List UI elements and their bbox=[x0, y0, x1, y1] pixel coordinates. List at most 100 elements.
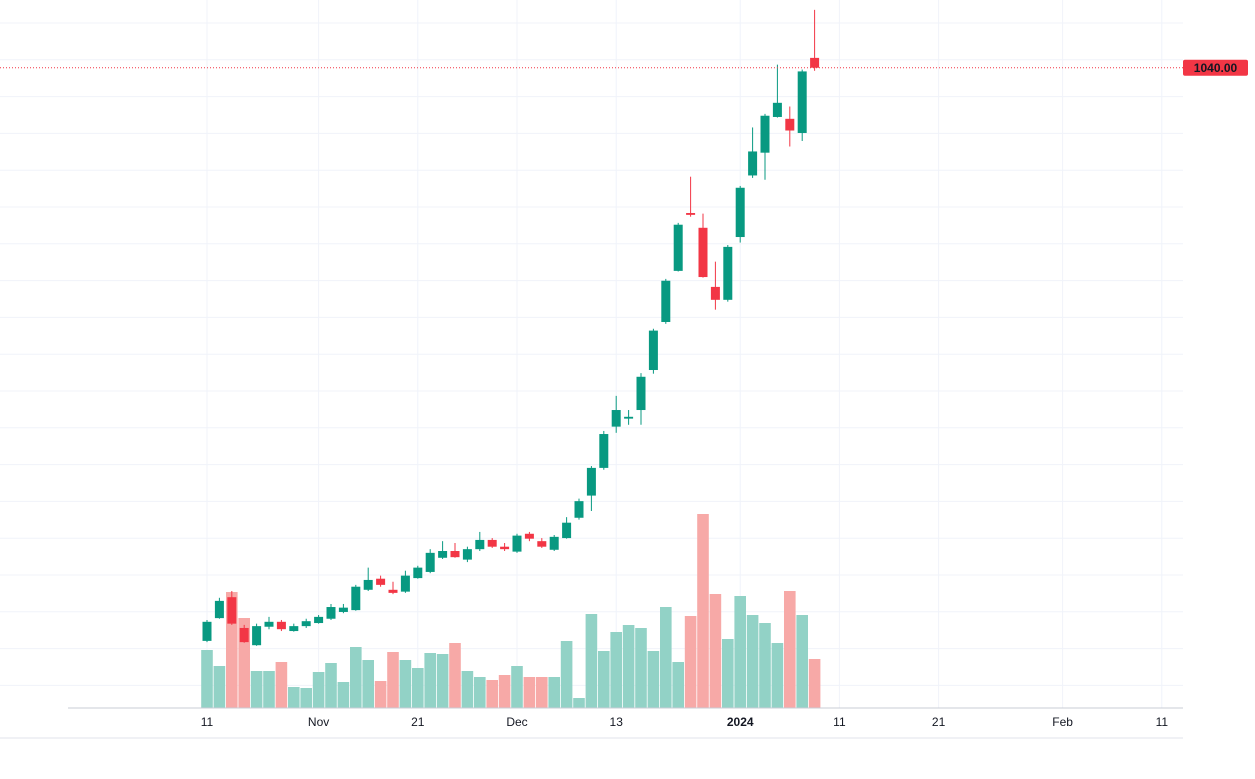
volume-bar bbox=[622, 625, 635, 708]
volume-bar bbox=[511, 666, 523, 708]
volume-bar bbox=[424, 653, 436, 708]
volume-bar bbox=[709, 594, 722, 708]
candle-body bbox=[636, 376, 646, 411]
volume-bar bbox=[461, 671, 474, 708]
candle-body bbox=[400, 575, 410, 592]
candle-body bbox=[710, 286, 720, 300]
x-tick-label: 11 bbox=[201, 715, 214, 729]
candle-body bbox=[450, 551, 460, 558]
x-tick-label: 21 bbox=[411, 715, 425, 729]
volume-bar bbox=[573, 698, 585, 708]
candle-body bbox=[276, 621, 286, 630]
candle-body bbox=[760, 115, 770, 153]
candle-body bbox=[574, 501, 584, 518]
volume-bar bbox=[536, 677, 548, 708]
volume-bar bbox=[288, 687, 300, 708]
volume-bar bbox=[436, 654, 449, 708]
candle-body bbox=[537, 541, 547, 547]
volume-bar bbox=[585, 614, 598, 708]
volume-bar bbox=[523, 677, 536, 708]
candle-body bbox=[363, 579, 373, 590]
candle-body bbox=[748, 151, 758, 176]
volume-bar bbox=[201, 650, 213, 708]
x-tick-label: 21 bbox=[932, 715, 946, 729]
volume-bar bbox=[325, 663, 337, 708]
volume-bar bbox=[684, 616, 697, 708]
candle-body bbox=[438, 551, 448, 558]
candle-body bbox=[562, 522, 572, 539]
candle-body bbox=[301, 621, 311, 627]
candle-body bbox=[214, 600, 224, 619]
x-tick-label: 11 bbox=[833, 715, 846, 729]
volume-bar bbox=[275, 662, 288, 708]
candle-body bbox=[351, 586, 361, 611]
volume-bar bbox=[796, 615, 808, 708]
grid bbox=[0, 0, 1183, 708]
candle-body bbox=[227, 597, 237, 624]
volume-bar bbox=[412, 668, 424, 708]
volume-bar bbox=[387, 652, 399, 708]
volume-bar bbox=[548, 677, 560, 708]
candle-body bbox=[586, 467, 596, 496]
volume-bar bbox=[213, 666, 226, 708]
volume-bar bbox=[374, 681, 387, 708]
volume-bar bbox=[226, 592, 238, 708]
candle-body bbox=[698, 227, 708, 278]
candle-body bbox=[338, 607, 348, 612]
x-tick-label: Nov bbox=[308, 715, 329, 729]
volume-bar bbox=[337, 682, 350, 708]
volume-bar bbox=[734, 596, 746, 708]
volume-bar bbox=[449, 643, 461, 708]
last-price-badge bbox=[1183, 59, 1248, 76]
time-axis: 11 Nov 21 Dec 13 2024 11 21 Feb 11 bbox=[201, 715, 1169, 729]
x-tick-label: 13 bbox=[610, 715, 624, 729]
volume-layer bbox=[201, 514, 821, 708]
volume-bar bbox=[672, 662, 684, 708]
volume-bar bbox=[610, 632, 622, 708]
volume-bar bbox=[722, 639, 734, 708]
volume-bar bbox=[474, 677, 486, 708]
volume-bar bbox=[498, 675, 511, 708]
volume-bar bbox=[759, 623, 771, 708]
volume-bar bbox=[250, 671, 263, 708]
candle-body bbox=[512, 535, 522, 552]
candle-body bbox=[487, 539, 497, 547]
x-tick-label: Dec bbox=[506, 715, 527, 729]
candle-body bbox=[723, 246, 733, 300]
volume-bar bbox=[300, 688, 312, 708]
volume-bar bbox=[784, 591, 796, 708]
volume-bar bbox=[560, 641, 573, 708]
volume-bar bbox=[263, 671, 275, 708]
volume-bar bbox=[635, 628, 647, 708]
candle-body bbox=[314, 616, 324, 624]
candle-body bbox=[326, 607, 336, 619]
volume-bar bbox=[808, 659, 821, 708]
volume-bar bbox=[660, 607, 672, 708]
candle-body bbox=[425, 552, 435, 572]
x-tick-label: Feb bbox=[1052, 715, 1073, 729]
volume-bar bbox=[771, 643, 784, 708]
candle-body bbox=[624, 416, 634, 419]
candle-body bbox=[376, 578, 386, 585]
x-tick-label: 11 bbox=[1156, 715, 1169, 729]
x-tick-label: 2024 bbox=[727, 715, 754, 729]
candle-body bbox=[475, 539, 485, 550]
volume-bar bbox=[697, 514, 709, 708]
candle-body bbox=[264, 621, 274, 627]
volume-bar bbox=[238, 618, 250, 708]
candle-body bbox=[252, 626, 262, 646]
candle-body bbox=[785, 118, 795, 131]
candle-body bbox=[735, 187, 745, 238]
candle-body bbox=[388, 589, 398, 593]
candle-body bbox=[772, 102, 782, 117]
candle-body bbox=[686, 213, 696, 215]
volume-bar bbox=[746, 615, 759, 708]
candle-body bbox=[462, 549, 472, 560]
volume-bar bbox=[647, 651, 660, 708]
volume-bar bbox=[312, 672, 325, 708]
candle-body bbox=[289, 626, 299, 632]
volume-bar bbox=[362, 660, 374, 708]
candle-body bbox=[549, 536, 559, 550]
volume-bar bbox=[598, 651, 610, 708]
